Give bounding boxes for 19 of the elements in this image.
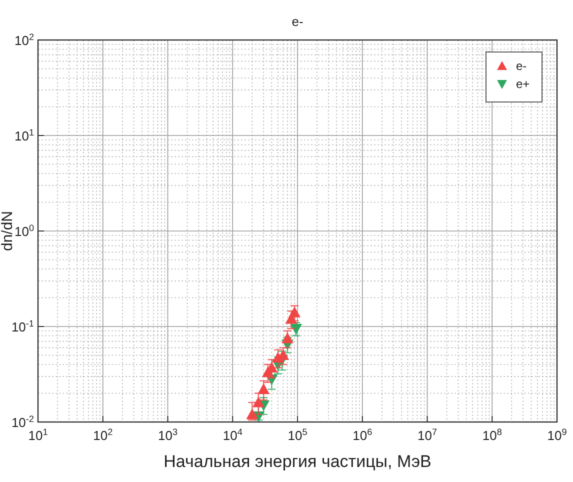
y-tick-label: 10$^{-1}$ xyxy=(11,318,34,334)
y-tick-label: 10$^{2}$ xyxy=(14,32,34,48)
chart-title: e- xyxy=(292,14,304,29)
x-tick-label: 10$^{2}$ xyxy=(93,427,113,443)
x-tick-label: 10$^{5}$ xyxy=(288,427,308,443)
x-tick-label: 10$^{7}$ xyxy=(417,427,438,443)
x-tick-label: 10$^{9}$ xyxy=(547,427,567,443)
x-tick-label: 10$^{4}$ xyxy=(222,427,242,443)
y-axis-title: dn/dN xyxy=(0,210,16,252)
legend-label: e- xyxy=(516,59,527,73)
x-tick-label: 10$^{6}$ xyxy=(352,427,372,443)
y-tick-label: 10$^{1}$ xyxy=(14,128,34,144)
y-tick-label: 10$^{-2}$ xyxy=(11,414,34,430)
x-tick-label: 10$^{3}$ xyxy=(158,427,178,443)
x-tick-label: 10$^{1}$ xyxy=(28,427,48,443)
y-tick-label: 10$^{0}$ xyxy=(14,223,34,239)
x-axis-title: Начальная энергия частицы, МэВ xyxy=(164,452,432,471)
legend-label: e+ xyxy=(516,77,530,91)
x-tick-label: 10$^{8}$ xyxy=(482,427,502,443)
